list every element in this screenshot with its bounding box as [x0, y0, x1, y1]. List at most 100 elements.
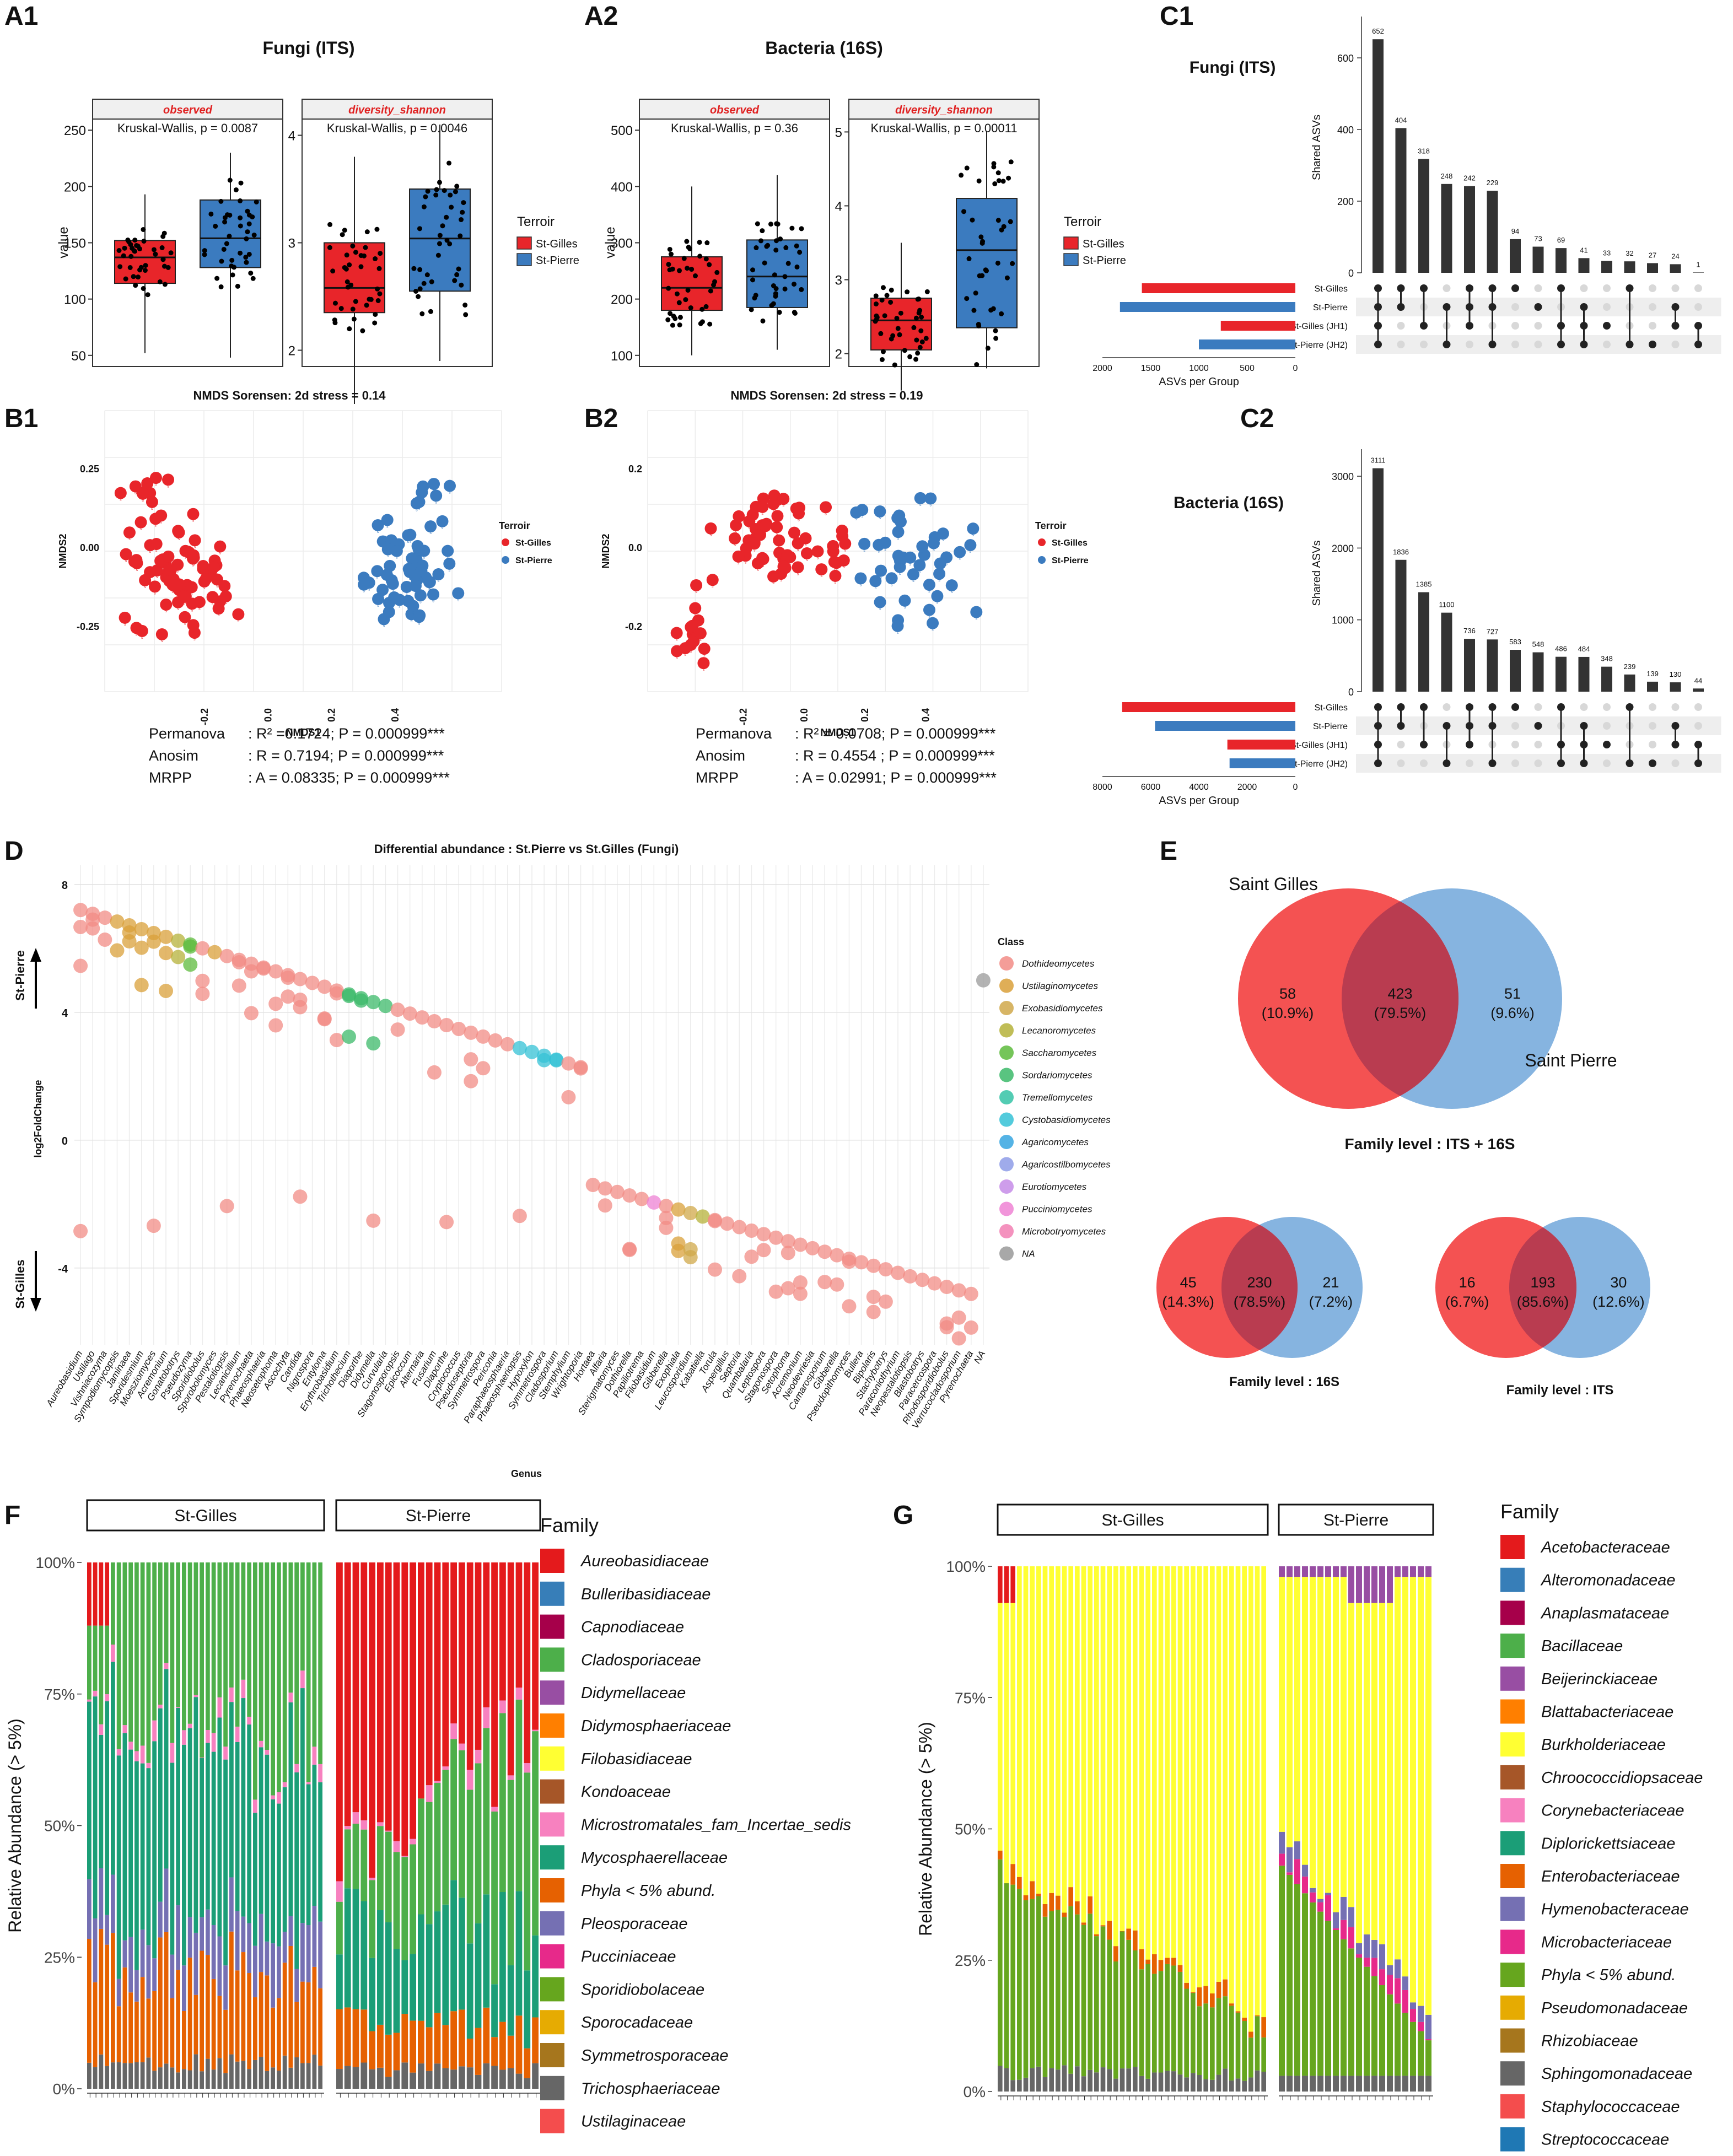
- bar-segment: [1348, 2076, 1354, 2092]
- bar-segment: [164, 1669, 169, 1869]
- jitter-point: [437, 241, 442, 246]
- sample-point: [380, 568, 393, 581]
- y-tick-label: 0: [1348, 687, 1354, 698]
- y-tick-label: 4: [288, 129, 295, 144]
- test-label: Kruskal-Wallis, p = 0.0046: [327, 121, 467, 135]
- jitter-point: [689, 267, 695, 272]
- fold-change-point: [671, 1202, 686, 1217]
- matrix-dot: [1511, 303, 1519, 311]
- sample-point: [697, 657, 710, 670]
- sample-tag: s: [205, 584, 207, 587]
- bar-segment: [344, 1829, 351, 1889]
- matrix-dot: [1649, 703, 1656, 711]
- sample-tag: s: [970, 550, 972, 554]
- bar-segment: [1177, 1971, 1183, 2075]
- sample-tag: s: [754, 548, 756, 552]
- bar-segment: [1379, 1603, 1385, 1944]
- bar-segment: [206, 2058, 210, 2089]
- legend-label: St-Pierre: [1052, 556, 1089, 565]
- fold-change-point: [927, 1276, 942, 1291]
- bar-segment: [152, 2071, 157, 2089]
- sample-point: [200, 573, 212, 585]
- x-tick-label: 0.2: [326, 708, 337, 722]
- bar-segment: [1261, 1566, 1266, 2018]
- bar-segment: [99, 1625, 104, 1724]
- bar-segment: [1210, 2007, 1215, 2080]
- bar-segment: [1145, 1566, 1150, 1960]
- sample-point: [954, 546, 966, 558]
- bar-segment: [271, 2007, 275, 2068]
- sample-point: [854, 572, 867, 585]
- bar-segment: [1075, 1566, 1080, 1901]
- sample-point: [414, 589, 427, 602]
- legend-swatch: [1500, 1864, 1525, 1888]
- bar-segment: [200, 1562, 204, 1758]
- jitter-point: [345, 284, 351, 290]
- jitter-point: [676, 268, 682, 273]
- bar-segment: [1113, 2078, 1118, 2092]
- sample-point: [759, 520, 772, 532]
- bar-segment: [288, 1693, 293, 1702]
- panel-letter-E: E: [1160, 837, 1177, 866]
- bar-segment: [265, 1754, 270, 1942]
- venn-left-name: Saint Gilles: [1229, 874, 1318, 894]
- bar-segment: [1279, 1853, 1285, 1866]
- legend-swatch: [540, 1812, 564, 1837]
- fold-change-point: [195, 973, 210, 988]
- bar-segment: [1418, 2006, 1424, 2022]
- bar-segment: [360, 1901, 368, 2010]
- bar-segment: [200, 2071, 204, 2089]
- sample-point: [372, 519, 384, 532]
- fold-change-point: [366, 1036, 381, 1051]
- matrix-dot: [1534, 303, 1542, 311]
- bar-segment: [116, 2006, 121, 2062]
- jitter-point: [681, 256, 687, 261]
- bar-segment: [241, 1698, 246, 1917]
- bar-segment: [170, 1743, 175, 1763]
- jitter-point: [219, 258, 224, 264]
- jitter-point: [250, 214, 255, 220]
- matrix-dot: [1603, 703, 1611, 711]
- fold-change-point: [768, 1230, 783, 1245]
- bar-segment: [111, 1874, 115, 1933]
- bar-segment: [1010, 1603, 1015, 1864]
- set-label: St-Gilles: [1315, 703, 1348, 713]
- bar-segment: [1325, 1921, 1331, 2076]
- bar-segment: [164, 2063, 169, 2089]
- set-label: St-Pierre (JH2): [1289, 759, 1348, 769]
- bar-segment: [1203, 2079, 1208, 2092]
- fold-change-point: [951, 1310, 966, 1325]
- bar-segment: [164, 1663, 169, 1669]
- intersection-count: 94: [1511, 227, 1519, 235]
- legend-key: [999, 1157, 1014, 1172]
- sample-point: [771, 510, 784, 522]
- legend-key: [999, 1135, 1014, 1149]
- bar-segment: [294, 2057, 299, 2089]
- fold-change-point: [842, 1254, 857, 1269]
- fold-change-point: [98, 933, 112, 947]
- legend-swatch: [1500, 1732, 1525, 1757]
- jitter-point: [340, 232, 345, 238]
- legend-swatch: [540, 2076, 564, 2100]
- bar-segment: [1279, 2076, 1285, 2092]
- sample-point: [400, 580, 413, 593]
- jitter-point: [424, 272, 430, 278]
- fold-change-point: [207, 945, 222, 960]
- bar-segment: [170, 1954, 175, 1998]
- fold-change-point: [159, 983, 173, 998]
- bar-segment: [385, 2034, 392, 2077]
- intersection-bar: [1418, 159, 1429, 273]
- bar-segment: [229, 1877, 234, 1932]
- fold-change-point: [329, 986, 344, 1001]
- sample-tag: s: [780, 579, 782, 583]
- bar-segment: [377, 2067, 384, 2089]
- jitter-point: [765, 242, 771, 248]
- bar-segment: [450, 1723, 457, 1739]
- facet-strip-label: diversity_shannon: [348, 104, 446, 116]
- sample-tag: s: [806, 558, 808, 562]
- bar-segment: [475, 1763, 482, 1923]
- bar-segment: [111, 1645, 115, 1662]
- jitter-point: [773, 238, 779, 244]
- sample-tag: s: [191, 608, 193, 612]
- sample-tag: s: [875, 586, 877, 590]
